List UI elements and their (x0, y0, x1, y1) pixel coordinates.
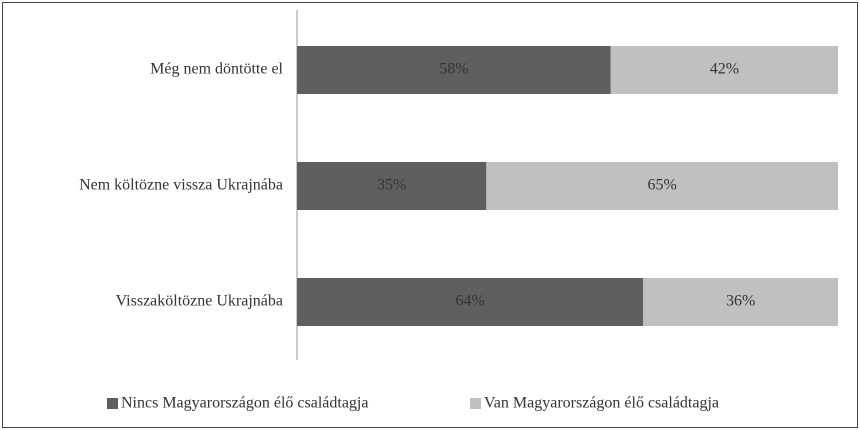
value-label: 42% (710, 61, 739, 78)
value-label: 36% (726, 293, 755, 310)
legend-swatch (107, 398, 118, 409)
legend-swatch (470, 398, 481, 409)
value-label: 64% (455, 293, 484, 310)
bar-segment (297, 162, 487, 210)
bar-segment (486, 162, 838, 210)
bar-segment (297, 46, 611, 94)
value-label: 35% (377, 177, 406, 194)
legend-label: Van Magyarországon élő családtagja (484, 395, 719, 412)
legend-label: Nincs Magyarországon élő családtagja (121, 395, 368, 412)
value-label: 65% (648, 177, 677, 194)
bar-segment (643, 278, 838, 326)
category-label: Nem költözne vissza Ukrajnába (79, 177, 283, 194)
value-label: 58% (439, 61, 468, 78)
category-label: Még nem döntötte el (150, 61, 283, 78)
bar-segment (610, 46, 838, 94)
category-label: Visszaköltözne Ukrajnába (116, 293, 283, 310)
bar-segment (297, 278, 644, 326)
